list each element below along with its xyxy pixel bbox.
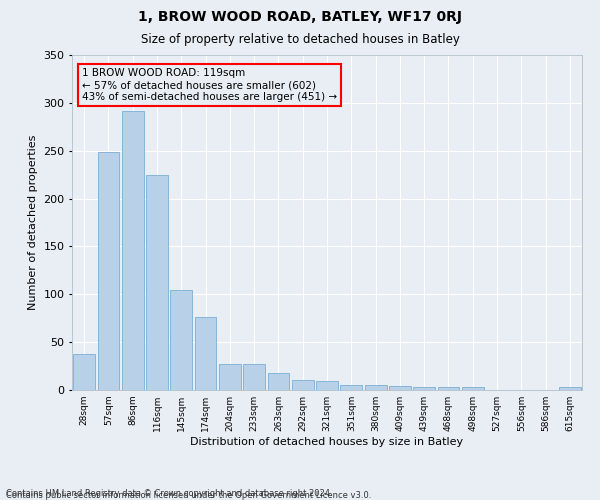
Bar [413, 387, 435, 390]
Text: Contains HM Land Registry data © Crown copyright and database right 2024.: Contains HM Land Registry data © Crown c… [6, 488, 332, 498]
Bar [340, 385, 362, 390]
Bar [462, 387, 484, 390]
Text: Contains public sector information licensed under the Open Government Licence v3: Contains public sector information licen… [6, 491, 371, 500]
Bar [73, 354, 95, 390]
Text: Size of property relative to detached houses in Batley: Size of property relative to detached ho… [140, 32, 460, 46]
Bar [365, 385, 386, 390]
Bar [437, 387, 460, 390]
Bar [146, 174, 168, 390]
Bar [292, 380, 314, 390]
Text: 1, BROW WOOD ROAD, BATLEY, WF17 0RJ: 1, BROW WOOD ROAD, BATLEY, WF17 0RJ [138, 10, 462, 24]
Bar [219, 364, 241, 390]
Bar [243, 364, 265, 390]
Bar [122, 112, 143, 390]
Bar [194, 318, 217, 390]
Bar [316, 382, 338, 390]
Bar [559, 387, 581, 390]
Bar [170, 290, 192, 390]
Bar [268, 373, 289, 390]
Bar [97, 152, 119, 390]
Text: 1 BROW WOOD ROAD: 119sqm
← 57% of detached houses are smaller (602)
43% of semi-: 1 BROW WOOD ROAD: 119sqm ← 57% of detach… [82, 68, 337, 102]
X-axis label: Distribution of detached houses by size in Batley: Distribution of detached houses by size … [190, 437, 464, 447]
Y-axis label: Number of detached properties: Number of detached properties [28, 135, 38, 310]
Bar [389, 386, 411, 390]
